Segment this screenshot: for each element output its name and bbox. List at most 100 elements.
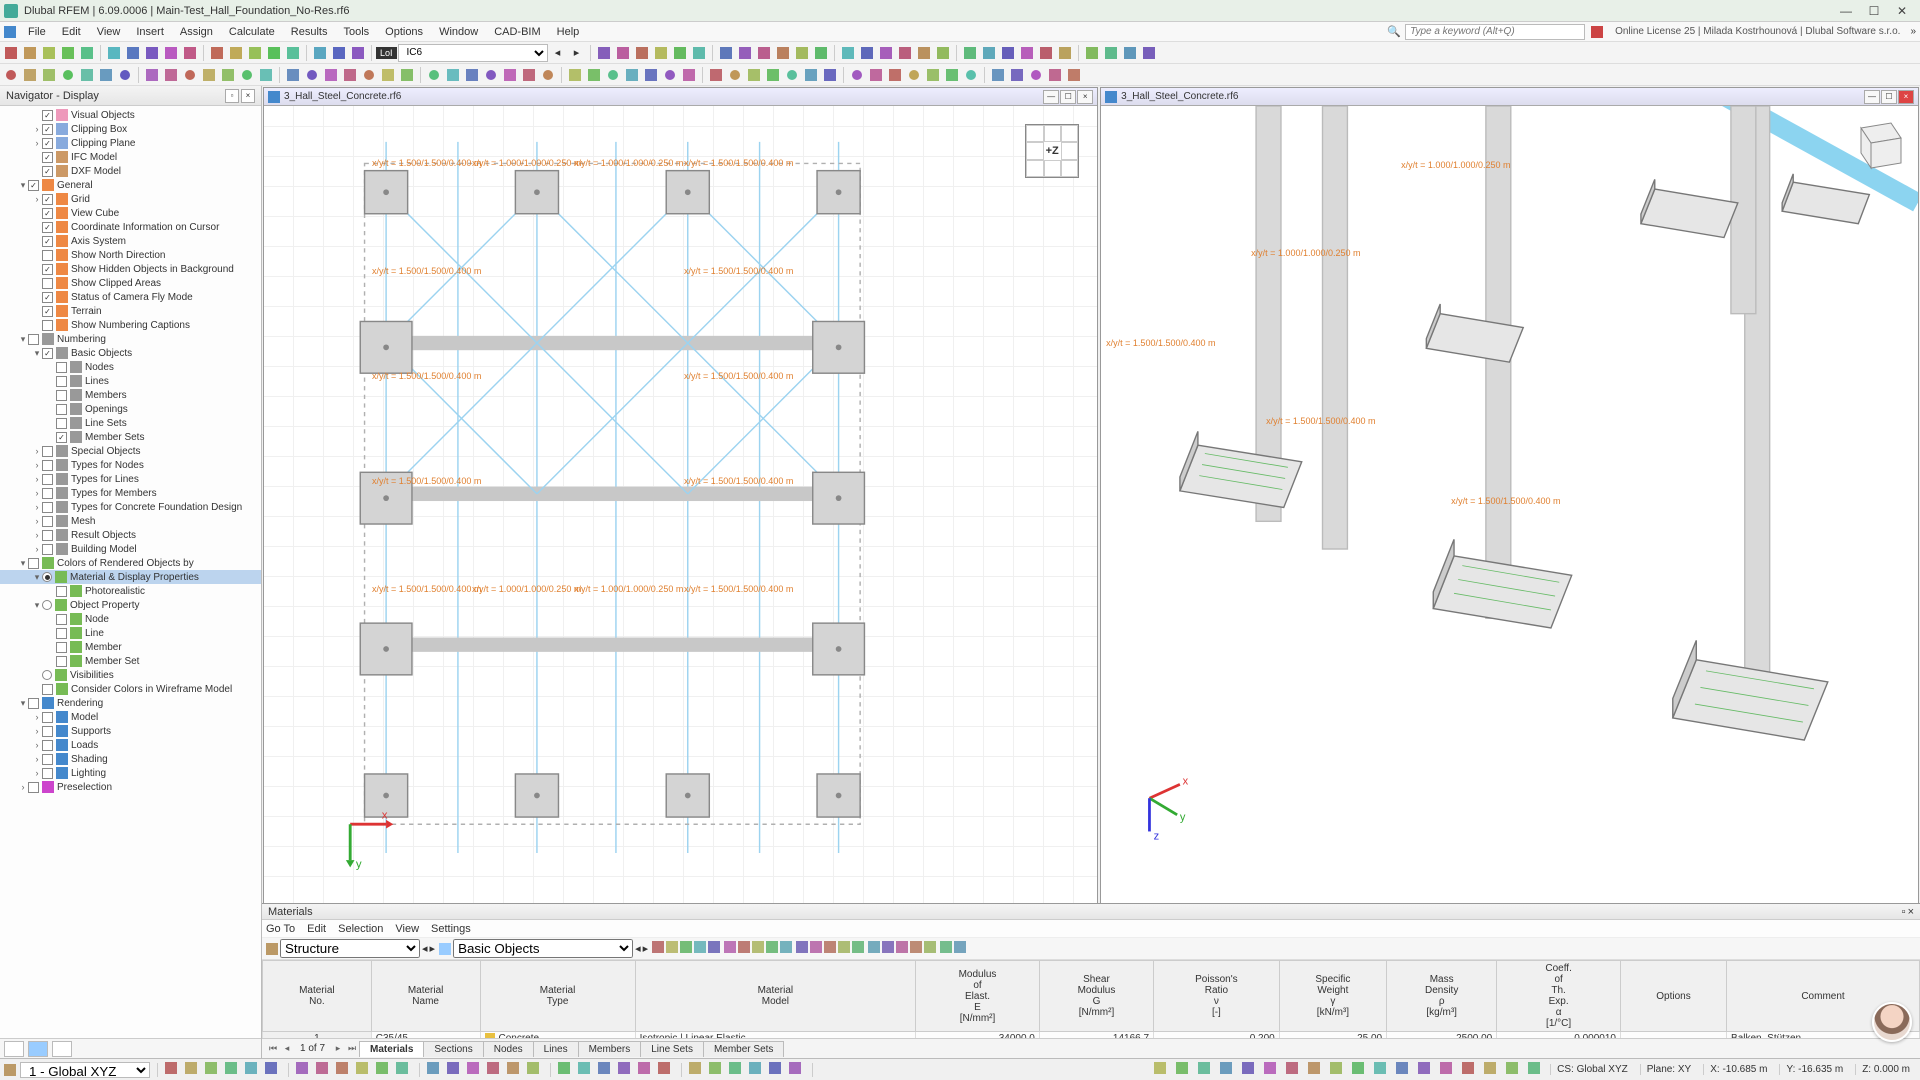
tb2-btn-34[interactable] [680, 66, 698, 84]
tb2-btn-19[interactable] [379, 66, 397, 84]
view-cube[interactable]: +Z [1025, 124, 1079, 178]
mat-tab-line-sets[interactable]: Line Sets [640, 1041, 704, 1057]
tb1-btn-17[interactable] [349, 44, 367, 62]
mat-menu-go-to[interactable]: Go To [266, 923, 295, 935]
tb1b-btn-23[interactable] [1056, 44, 1074, 62]
sb-btn-1[interactable] [185, 1062, 201, 1078]
mat-menu-selection[interactable]: Selection [338, 923, 383, 935]
tb1b-btn-19[interactable] [980, 44, 998, 62]
mat-menu-settings[interactable]: Settings [431, 923, 471, 935]
mat-tb-19[interactable] [924, 941, 936, 956]
tb2-btn-3[interactable] [59, 66, 77, 84]
sb-r-5[interactable] [1264, 1062, 1280, 1078]
sb-btn-26[interactable] [729, 1062, 745, 1078]
nav-item-42[interactable]: ▾ Rendering [0, 696, 261, 710]
sb-btn-14[interactable] [467, 1062, 483, 1078]
mat-tb-9[interactable] [780, 941, 792, 956]
tb1b-btn-4[interactable] [671, 44, 689, 62]
tb1b-btn-18[interactable] [961, 44, 979, 62]
basic-objects-combo[interactable]: Basic Objects [453, 939, 633, 958]
sb-btn-24[interactable] [689, 1062, 705, 1078]
mat-col[interactable]: MaterialModel [635, 961, 916, 1032]
sb-btn-10[interactable] [376, 1062, 392, 1078]
menu-cad-bim[interactable]: CAD-BIM [486, 24, 548, 40]
vp-left-close[interactable]: × [1077, 90, 1093, 104]
sb-r-7[interactable] [1308, 1062, 1324, 1078]
tb2-btn-38[interactable] [764, 66, 782, 84]
mat-tb-7[interactable] [752, 941, 764, 956]
mat-tb-13[interactable] [838, 941, 850, 956]
tb1b-btn-21[interactable] [1018, 44, 1036, 62]
tb2-btn-20[interactable] [398, 66, 416, 84]
sb-r-0[interactable] [1154, 1062, 1170, 1078]
sb-r-10[interactable] [1374, 1062, 1390, 1078]
mat-tb-17[interactable] [896, 941, 908, 956]
mat-col[interactable]: MaterialNo. [263, 961, 372, 1032]
tb2-btn-52[interactable] [1046, 66, 1064, 84]
sb-r-15[interactable] [1484, 1062, 1500, 1078]
tb1-btn-11[interactable] [227, 44, 245, 62]
sb-btn-28[interactable] [769, 1062, 785, 1078]
nav-item-6[interactable]: › Grid [0, 192, 261, 206]
sb-btn-20[interactable] [598, 1062, 614, 1078]
load-combo[interactable]: IC6 [398, 44, 548, 62]
mat-tb-20[interactable] [940, 941, 952, 956]
mat-tab-sections[interactable]: Sections [423, 1041, 483, 1057]
tb2-btn-36[interactable] [726, 66, 744, 84]
nav-item-12[interactable]: Show Clipped Areas [0, 276, 261, 290]
tb2-btn-30[interactable] [604, 66, 622, 84]
tb1b-btn-12[interactable] [839, 44, 857, 62]
nav-item-45[interactable]: › Loads [0, 738, 261, 752]
mat-tb-11[interactable] [810, 941, 822, 956]
tb2-btn-46[interactable] [924, 66, 942, 84]
mat-prev[interactable]: ◂ [422, 942, 428, 955]
tb1-btn-16[interactable] [330, 44, 348, 62]
nav-item-11[interactable]: Show Hidden Objects in Background [0, 262, 261, 276]
sb-btn-11[interactable] [396, 1062, 412, 1078]
nav-item-43[interactable]: › Model [0, 710, 261, 724]
vp-right-max[interactable]: ☐ [1881, 90, 1897, 104]
tb1b-btn-25[interactable] [1102, 44, 1120, 62]
mat-col[interactable]: MaterialType [480, 961, 635, 1032]
tb2-btn-49[interactable] [989, 66, 1007, 84]
sb-btn-5[interactable] [265, 1062, 281, 1078]
tb1b-btn-20[interactable] [999, 44, 1017, 62]
tb2-btn-31[interactable] [623, 66, 641, 84]
mat-tab-member-sets[interactable]: Member Sets [703, 1041, 784, 1057]
nav-item-29[interactable]: › Mesh [0, 514, 261, 528]
mat-tb-5[interactable] [724, 941, 736, 956]
sb-r-13[interactable] [1440, 1062, 1456, 1078]
tb2-btn-1[interactable] [21, 66, 39, 84]
tb2-btn-12[interactable] [238, 66, 256, 84]
sb-btn-25[interactable] [709, 1062, 725, 1078]
tb1-btn-6[interactable] [124, 44, 142, 62]
bo-next[interactable]: ▸ [643, 942, 649, 955]
sb-btn-18[interactable] [558, 1062, 574, 1078]
tb2-btn-27[interactable] [539, 66, 557, 84]
tb1b-btn-27[interactable] [1140, 44, 1158, 62]
mat-tb-21[interactable] [954, 941, 966, 956]
tb2-btn-8[interactable] [162, 66, 180, 84]
mat-tb-10[interactable] [796, 941, 808, 956]
nav-item-1[interactable]: › Clipping Box [0, 122, 261, 136]
tb2-btn-25[interactable] [501, 66, 519, 84]
nav-foot-2[interactable] [28, 1041, 48, 1057]
sb-r-3[interactable] [1220, 1062, 1236, 1078]
nav-item-48[interactable]: › Preselection [0, 780, 261, 794]
menu-window[interactable]: Window [431, 24, 486, 40]
tab-prev[interactable]: ◂ [280, 1043, 294, 1054]
tb2-btn-43[interactable] [867, 66, 885, 84]
tb2-btn-11[interactable] [219, 66, 237, 84]
vp-right-min[interactable]: — [1864, 90, 1880, 104]
nav-item-39[interactable]: Member Set [0, 654, 261, 668]
tb2-btn-10[interactable] [200, 66, 218, 84]
nav-item-27[interactable]: › Types for Members [0, 486, 261, 500]
tb2-btn-2[interactable] [40, 66, 58, 84]
tab-first[interactable]: ⏮ [266, 1043, 280, 1054]
tb1-btn-5[interactable] [105, 44, 123, 62]
tb2-btn-48[interactable] [962, 66, 980, 84]
nav-pin-button[interactable]: ▫ [225, 89, 239, 103]
tb2-btn-17[interactable] [341, 66, 359, 84]
sb-btn-2[interactable] [205, 1062, 221, 1078]
tb2-btn-14[interactable] [284, 66, 302, 84]
